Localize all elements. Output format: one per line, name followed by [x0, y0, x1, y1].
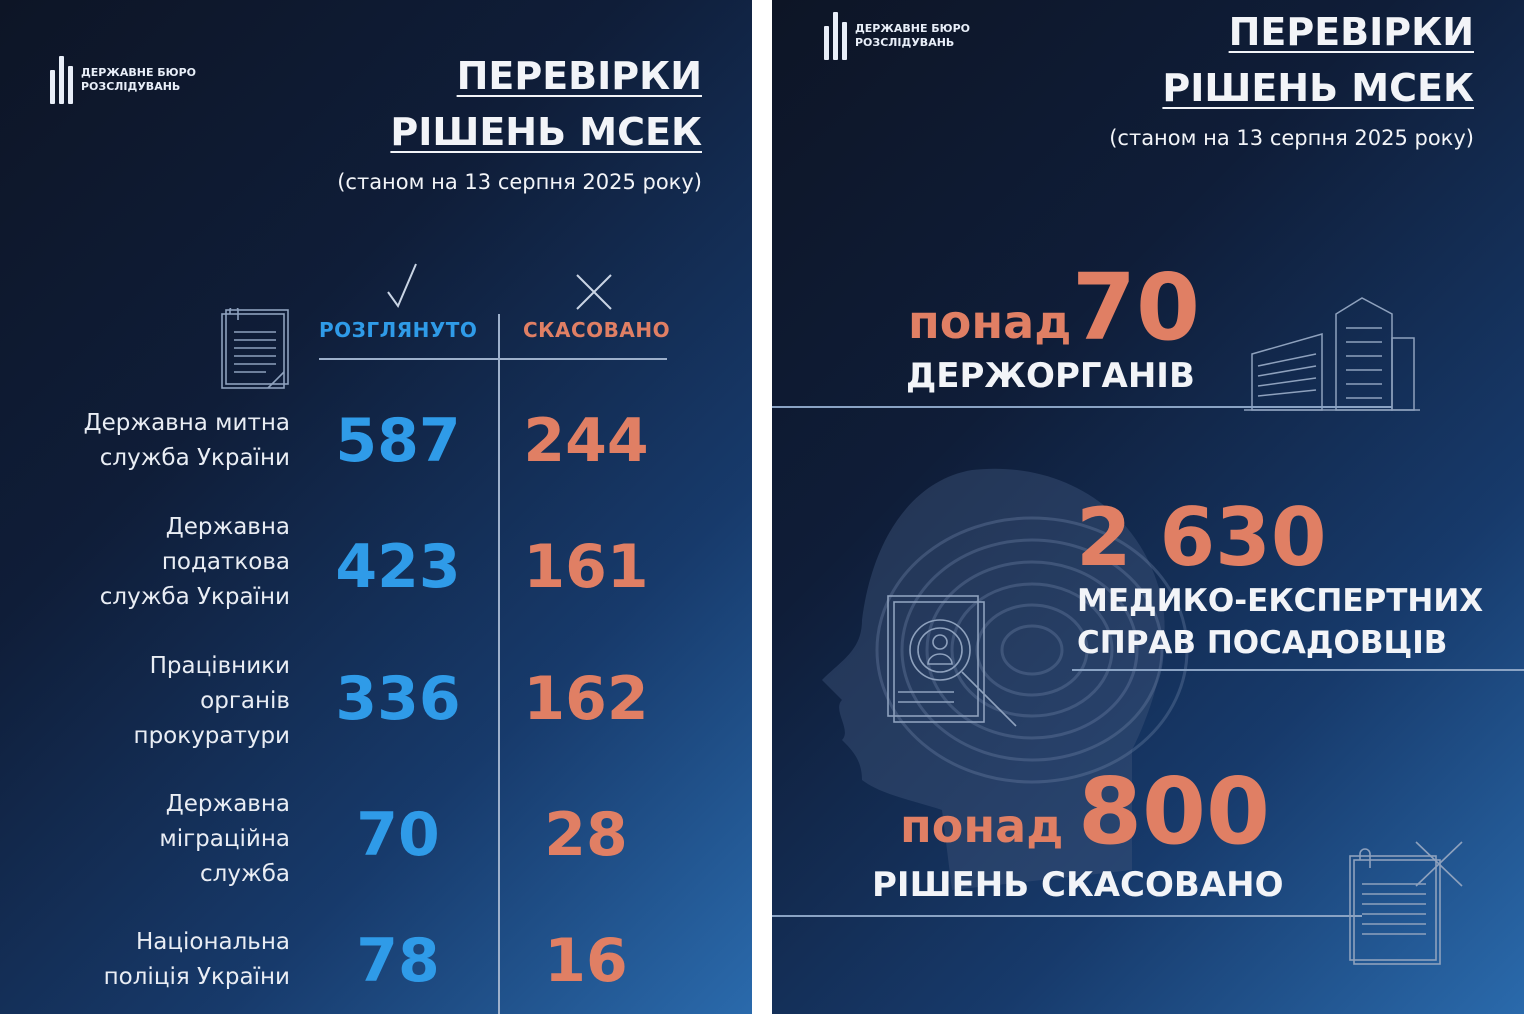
row-label: Державна міграційна служба	[159, 791, 290, 887]
left-infographic-panel: ДЕРЖАВНЕ БЮРО РОЗСЛІДУВАНЬ ПЕРЕВІРКИ РІШ…	[0, 0, 752, 1014]
column-header-cancelled: СКАСОВАНО	[523, 318, 671, 342]
column-divider	[498, 314, 500, 1014]
cancelled-value: 161	[523, 532, 649, 602]
page-title: ПЕРЕВІРКИ РІШЕНЬ МСЕК (станом на 13 серп…	[337, 48, 702, 204]
search-document-icon	[887, 595, 1017, 727]
row-label: Національна поліція України	[103, 929, 290, 990]
divider-line	[1072, 669, 1524, 671]
stat3-prefix: понад	[900, 799, 1064, 853]
title-line2: РІШЕНЬ МСЕК	[1162, 66, 1474, 110]
reviewed-value: 587	[335, 406, 461, 476]
cancelled-value: 28	[544, 800, 628, 870]
subtitle-date: (станом на 13 серпня 2025 року)	[1109, 126, 1474, 150]
row-label: Державна податкова служба України	[99, 514, 290, 610]
subtitle-date: (станом на 13 серпня 2025 року)	[337, 170, 702, 194]
org-name-line2: РОЗСЛІДУВАНЬ	[855, 36, 955, 49]
stat1-prefix: понад	[908, 295, 1072, 349]
column-header-reviewed: РОЗГЛЯНУТО	[319, 318, 478, 342]
header-divider	[319, 358, 667, 360]
cancelled-value: 16	[544, 926, 628, 996]
reviewed-value: 423	[335, 532, 461, 602]
checkmark-icon	[387, 263, 417, 309]
divider-line	[772, 915, 1362, 917]
cancelled-value: 244	[523, 406, 649, 476]
stat2-label-line1: МЕДИКО-ЕКСПЕРТНИХ	[1077, 583, 1484, 619]
title-line1: ПЕРЕВІРКИ	[1228, 10, 1474, 54]
stat2-label-line2: СПРАВ ПОСАДОВЦІВ	[1077, 625, 1448, 661]
org-name-line2: РОЗСЛІДУВАНЬ	[81, 80, 181, 93]
stat2-number: 2 630	[1076, 491, 1327, 584]
stat1-number: 70	[1072, 254, 1201, 361]
logo-icon	[824, 12, 847, 60]
title-line1: ПЕРЕВІРКИ	[456, 54, 702, 98]
row-label: Державна митна служба України	[83, 410, 290, 471]
logo: ДЕРЖАВНЕ БЮРО РОЗСЛІДУВАНЬ	[50, 56, 196, 104]
cancelled-document-icon	[1349, 841, 1463, 965]
title-line2: РІШЕНЬ МСЕК	[390, 110, 702, 154]
reviewed-value: 78	[356, 926, 440, 996]
document-icon	[221, 308, 289, 389]
stat3-label: РІШЕНЬ СКАСОВАНО	[872, 865, 1284, 905]
divider-line	[772, 406, 1392, 408]
logo-icon	[50, 56, 73, 104]
stat3-number: 800	[1078, 758, 1271, 865]
cross-icon	[576, 274, 612, 310]
building-icon	[1244, 297, 1420, 411]
reviewed-value: 336	[335, 664, 461, 734]
page-title: ПЕРЕВІРКИ РІШЕНЬ МСЕК (станом на 13 серп…	[1109, 4, 1474, 160]
org-name-line1: ДЕРЖАВНЕ БЮРО	[81, 66, 196, 79]
org-name-line1: ДЕРЖАВНЕ БЮРО	[855, 22, 970, 35]
cancelled-value: 162	[523, 664, 649, 734]
row-label: Працівники органів прокуратури	[133, 653, 290, 749]
reviewed-value: 70	[356, 800, 440, 870]
face-fingerprint-icon	[822, 468, 1189, 890]
right-infographic-panel: ДЕРЖАВНЕ БЮРО РОЗСЛІДУВАНЬ ПЕРЕВІРКИ РІШ…	[772, 0, 1524, 1014]
logo: ДЕРЖАВНЕ БЮРО РОЗСЛІДУВАНЬ	[824, 12, 970, 60]
stat1-label: ДЕРЖОРГАНІВ	[906, 356, 1195, 396]
